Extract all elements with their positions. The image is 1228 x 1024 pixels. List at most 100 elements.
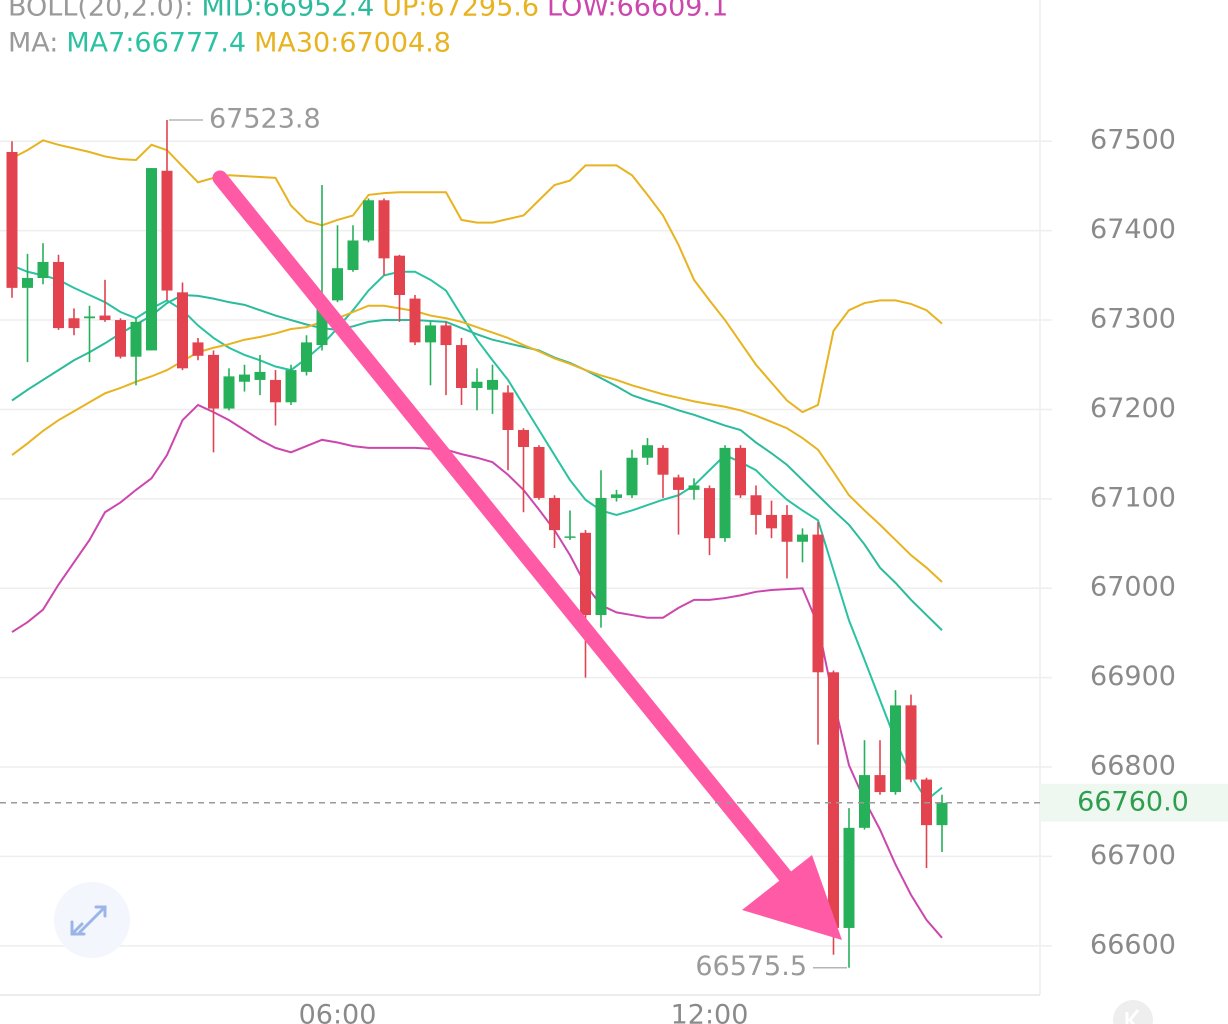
legend-entry: MA30:67004.8 [254, 28, 451, 59]
candle-body [456, 345, 467, 388]
legend-entry: MA7:66777.4 [66, 28, 246, 59]
last-price-box [1040, 783, 1228, 822]
candle-body [115, 320, 126, 357]
y-tick-label: 66900 [1090, 661, 1176, 692]
arrow-head [742, 855, 842, 940]
overlay: 67523.8 66575.5 66760.0 [0, 103, 1228, 982]
arrow-shaft [212, 170, 798, 890]
candle-body [161, 170, 173, 291]
candle-body [812, 534, 824, 673]
last-price-label: 66760.0 [1077, 786, 1189, 817]
expand-icon[interactable] [70, 905, 107, 936]
candle-body [363, 200, 374, 241]
candle-body [192, 342, 204, 356]
candle-body [301, 342, 312, 372]
y-tick-label: 67200 [1090, 393, 1176, 424]
candle-body [37, 261, 49, 279]
candle-body [285, 370, 297, 403]
candle-body [270, 379, 281, 403]
candle-body [843, 827, 855, 928]
candle-body [394, 255, 405, 296]
candle-body [223, 376, 235, 409]
indicator-line [11, 293, 943, 631]
drawn-arrow [212, 170, 842, 940]
candle-body [564, 536, 576, 538]
candle-body [642, 445, 653, 458]
legend-entry: LOW:66609.1 [547, 0, 728, 23]
candle-body [6, 151, 18, 288]
legend-group-label: BOLL(20,2.0): [8, 0, 193, 23]
candle-body [874, 775, 886, 793]
candle-body [657, 447, 669, 475]
candle-body [208, 354, 219, 409]
candle-body [719, 447, 731, 539]
candle-body [626, 457, 638, 496]
candle-body [347, 240, 359, 270]
candle-body [22, 278, 33, 288]
candle-body [735, 447, 746, 496]
indicator-line [11, 403, 943, 939]
legend-entry: MID:66952.4 [201, 0, 374, 23]
candle-body [766, 514, 777, 529]
candle-body [905, 705, 917, 780]
legend-group-label: MA: [8, 28, 58, 59]
candle-body [750, 495, 762, 515]
candle-body [688, 485, 700, 490]
candle-body [580, 532, 591, 616]
candle-body [130, 321, 142, 357]
scroll-latest-bg[interactable] [1113, 1000, 1153, 1024]
candle-body [518, 430, 529, 447]
indicator-line [11, 264, 943, 802]
candle-body [890, 705, 901, 793]
candle-body [859, 775, 870, 828]
x-tick-label: 06:00 [299, 1000, 377, 1024]
y-tick-label: 67000 [1090, 572, 1176, 603]
candle-body [797, 534, 808, 542]
candle-body [332, 268, 343, 301]
expand-button[interactable] [54, 882, 130, 958]
candle-body [84, 316, 95, 319]
candle-body [68, 318, 80, 329]
candle-body [704, 488, 715, 539]
candle-body [487, 379, 498, 390]
y-tick-label: 66700 [1090, 840, 1176, 871]
candle-body [409, 298, 421, 343]
y-tick-label: 67500 [1090, 125, 1176, 156]
candle-body [425, 325, 436, 343]
candle-body [440, 325, 452, 346]
candle-body [378, 200, 390, 259]
candle-body [611, 494, 622, 498]
high-marker-label: 67523.8 [209, 103, 321, 134]
candle-body [254, 371, 266, 380]
y-tick-label: 67400 [1090, 214, 1176, 245]
scroll-latest-button[interactable] [1113, 1000, 1153, 1024]
candle-body [316, 300, 328, 346]
legend-entry: UP:67295.6 [382, 0, 539, 23]
y-tick-label: 67300 [1090, 304, 1176, 335]
indicator-line [11, 304, 943, 583]
low-marker-label: 66575.5 [695, 951, 807, 982]
y-tick-label: 66600 [1090, 929, 1176, 960]
candle-body [99, 315, 111, 321]
y-tick-label: 66800 [1090, 751, 1176, 782]
candle-body [177, 292, 188, 369]
candle-body [781, 514, 793, 542]
candle-body [936, 802, 948, 826]
legend: BOLL(20,2.0): MID:66952.4 UP:67295.6 LOW:66… [8, 0, 728, 59]
candle-body [53, 261, 64, 329]
candle-body [239, 374, 250, 382]
candle-body [471, 381, 483, 388]
candle-body [549, 497, 560, 531]
y-tick-label: 67100 [1090, 482, 1176, 513]
x-tick-label: 12:00 [671, 1000, 749, 1024]
scroll-latest-icon[interactable] [1125, 1009, 1140, 1024]
candle-body [595, 497, 607, 616]
candle-body [502, 392, 514, 431]
candle-body [673, 477, 684, 490]
candles [6, 119, 948, 968]
candle-body [146, 168, 157, 351]
candle-body [533, 446, 545, 498]
candle-body [828, 672, 839, 928]
